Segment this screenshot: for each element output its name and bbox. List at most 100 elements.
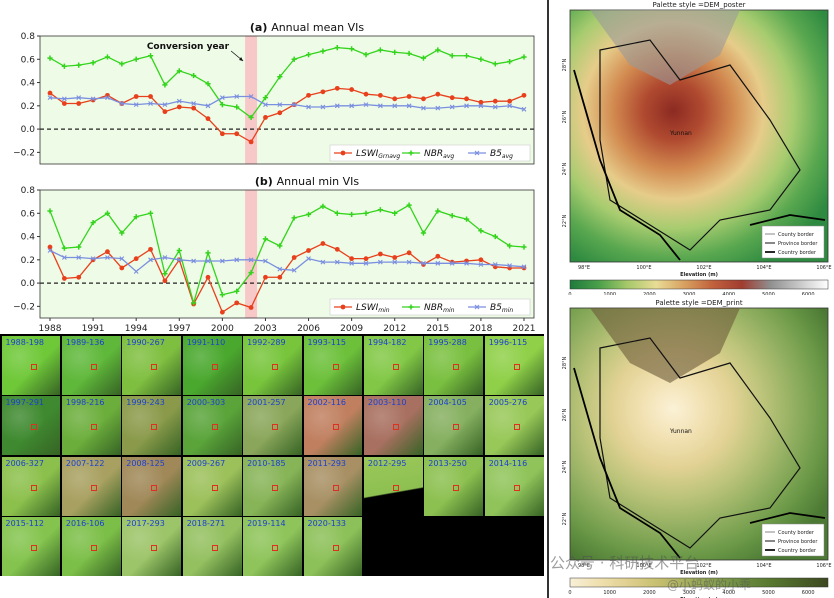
- conversion-year-band: [245, 190, 258, 318]
- data-point: [449, 213, 455, 219]
- data-point: [47, 244, 53, 250]
- sample-location-marker: [453, 363, 460, 370]
- thumbnail-1990-267[interactable]: 1990-267: [122, 335, 182, 395]
- thumbnail-1989-136[interactable]: 1989-136: [61, 335, 121, 395]
- data-point: [306, 104, 311, 110]
- province-border: [599, 337, 801, 549]
- thumbnail-1997-291[interactable]: 1997-291: [1, 396, 61, 455]
- thumbnail-label: 2002-116: [307, 398, 347, 407]
- thumbnail-2020-133[interactable]: 2020-133: [303, 517, 363, 576]
- legend-label: B5min: [490, 303, 513, 314]
- thumbnail-2005-276[interactable]: 2005-276: [484, 396, 544, 455]
- x-tick-label: 2015: [426, 324, 449, 334]
- plot-frame: [39, 189, 535, 319]
- thumbnail-1999-243[interactable]: 1999-243: [122, 396, 182, 455]
- thumbnail-2001-257[interactable]: 2001-257: [243, 396, 302, 455]
- thumbnail-1996-115[interactable]: 1996-115: [484, 335, 544, 395]
- thumbnail-2008-125[interactable]: 2008-125: [122, 456, 182, 516]
- thumbnail-2003-110[interactable]: 2003-110: [363, 396, 423, 455]
- data-point: [463, 53, 470, 59]
- series-line-B5avg: [49, 95, 525, 110]
- data-point: [449, 104, 455, 110]
- thumbnail-2002-116[interactable]: 2002-116: [303, 396, 363, 455]
- colorbar-tick-label: 3000: [683, 590, 696, 596]
- data-point: [176, 68, 182, 74]
- sample-location-marker: [332, 545, 339, 551]
- lat-tick-label: 22°N: [562, 512, 568, 525]
- data-point: [392, 210, 398, 216]
- legend-marker: [474, 304, 480, 310]
- data-point: [176, 257, 182, 263]
- data-point: [421, 260, 426, 266]
- x-tick-label: 1997: [168, 324, 191, 334]
- data-point: [349, 260, 355, 266]
- thumbnail-2006-327[interactable]: 2006-327: [1, 456, 61, 516]
- data-point: [162, 82, 168, 88]
- thumbnail-2007-122[interactable]: 2007-122: [61, 456, 121, 516]
- thumbnail-label: 2015-112: [5, 519, 45, 528]
- thumbnail-1988-198[interactable]: 1988-198: [1, 335, 61, 395]
- chart-title: (b) Annual min VIs: [255, 175, 360, 188]
- thumbnail-2012-295[interactable]: 2012-295: [363, 456, 423, 516]
- legend-marker: [408, 150, 414, 156]
- data-point: [119, 256, 125, 262]
- thumbnail-2014-116[interactable]: 2014-116: [484, 456, 544, 516]
- thumbnail-2018-271[interactable]: 2018-271: [182, 517, 242, 576]
- data-point: [105, 255, 110, 260]
- thumbnail-2019-114[interactable]: 2019-114: [243, 517, 302, 576]
- thumbnail-2009-267[interactable]: 2009-267: [182, 456, 242, 516]
- sample-location-marker: [30, 363, 37, 370]
- lat-tick-label: 24°N: [562, 460, 568, 473]
- thumbnail-2017-293[interactable]: 2017-293: [122, 517, 182, 576]
- thumbnail-2013-250[interactable]: 2013-250: [424, 456, 484, 516]
- thumbnail-2010-185[interactable]: 2010-185: [243, 456, 302, 516]
- thumbnail-2016-106[interactable]: 2016-106: [61, 517, 121, 576]
- thumbnail-1991-110[interactable]: 1991-110: [182, 335, 242, 395]
- x-tick-label: 1994: [125, 324, 148, 334]
- data-point: [507, 59, 513, 65]
- thumbnail-label: 2019-114: [247, 519, 286, 528]
- y-tick-label: −0.2: [13, 302, 35, 312]
- lat-tick-label: 22°N: [562, 214, 568, 227]
- data-point: [420, 55, 427, 61]
- x-tick-label: 2012: [383, 324, 406, 334]
- data-point: [277, 274, 283, 280]
- lon-tick-label: 102°E: [696, 563, 711, 569]
- thumbnail-1992-289[interactable]: 1992-289: [243, 335, 302, 395]
- sample-location-marker: [332, 363, 339, 370]
- data-point: [76, 62, 82, 68]
- thumbnail-2000-303[interactable]: 2000-303: [182, 396, 242, 455]
- thumbnail-2011-293[interactable]: 2011-293: [303, 456, 363, 516]
- series-line-LSWIGrnavg: [49, 87, 525, 143]
- plot-frame: [39, 35, 535, 165]
- thumbnail-2004-105[interactable]: 2004-105: [424, 396, 484, 455]
- data-point: [392, 259, 398, 265]
- data-point: [263, 102, 268, 108]
- data-point: [420, 230, 427, 236]
- data-point: [435, 208, 441, 214]
- thumbnail-label: 2010-185: [247, 458, 286, 468]
- legend-marker: [474, 150, 480, 156]
- thumbnail-2015-112[interactable]: 2015-112: [1, 517, 61, 576]
- data-point: [219, 292, 225, 298]
- data-point: [449, 53, 455, 59]
- x-tick-label: 2006: [297, 324, 320, 334]
- sample-location-marker: [513, 363, 520, 370]
- thumbnail-1998-216[interactable]: 1998-216: [61, 396, 121, 455]
- colorbar-tick-label: 2000: [643, 590, 656, 596]
- data-point: [162, 278, 168, 284]
- series-line-NBRavg: [49, 46, 525, 119]
- colorbar-tick-label: 0: [568, 590, 571, 596]
- data-point: [205, 258, 211, 264]
- data-point: [435, 47, 441, 53]
- data-point: [133, 269, 139, 274]
- thumbnail-1994-182[interactable]: 1994-182: [363, 335, 423, 395]
- data-point: [349, 87, 355, 92]
- thumbnail-1993-115[interactable]: 1993-115: [303, 335, 363, 395]
- data-point: [320, 241, 326, 246]
- x-tick-label: 2021: [513, 324, 536, 334]
- legend-box: [329, 144, 531, 162]
- data-point: [306, 92, 311, 98]
- data-point: [205, 116, 211, 122]
- thumbnail-1995-288[interactable]: 1995-288: [424, 335, 484, 395]
